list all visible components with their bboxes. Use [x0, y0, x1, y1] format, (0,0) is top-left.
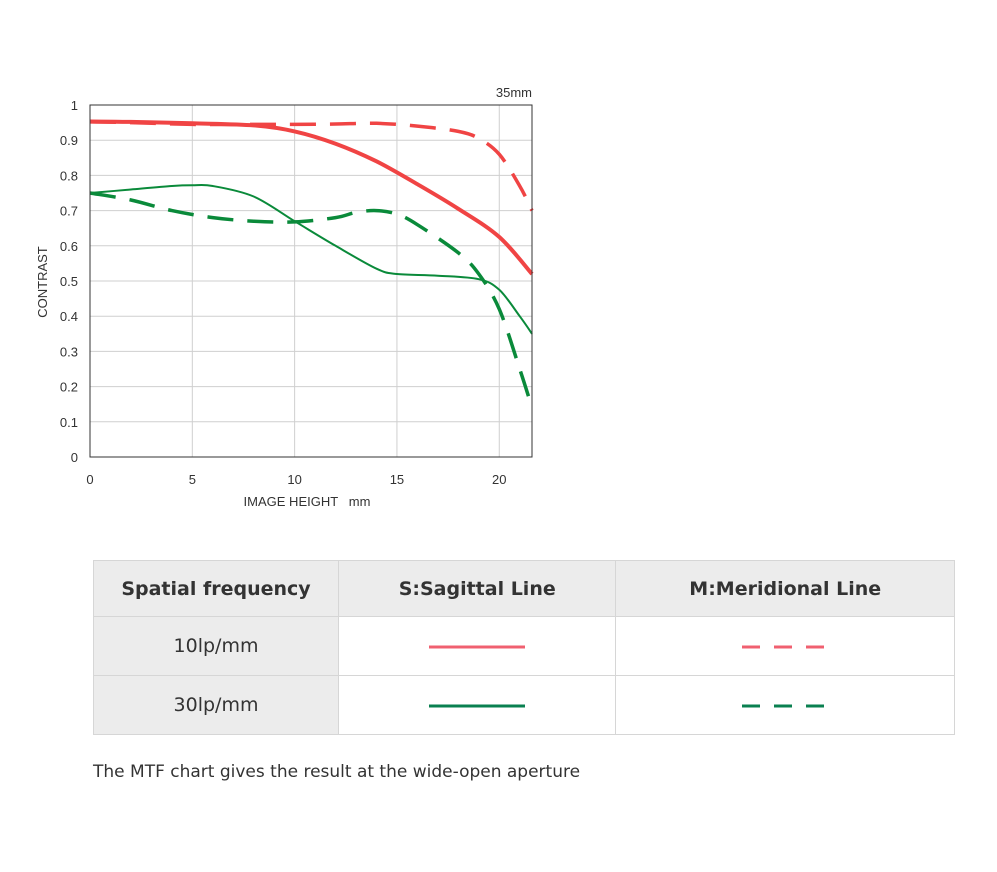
x-tick-label: 20: [492, 472, 506, 487]
series-line-4: [89, 191, 534, 409]
x-tick-label: 5: [189, 472, 196, 487]
chart-caption: The MTF chart gives the result at the wi…: [93, 762, 581, 782]
sample-sagittal-10lp: [337, 616, 617, 676]
y-tick-label: 0.9: [60, 133, 78, 148]
y-tick-label: 0.5: [60, 274, 78, 289]
row-label-30lp: 30lp/mm: [93, 675, 339, 735]
chart-title: 35mm: [496, 85, 532, 100]
sample-meridional-10lp: [615, 616, 955, 676]
sample-sagittal-30lp: [337, 675, 617, 735]
x-axis-label: IMAGE HEIGHT mm: [244, 494, 371, 509]
y-tick-label: 0.7: [60, 204, 78, 219]
row-label-10lp: 10lp/mm: [93, 616, 339, 676]
y-tick-label: 0.6: [60, 239, 78, 254]
mtf-chart: 0 0.1 0.2 0.3 0.4 0.5 0.6 0.7 0.8 0.9 1 0 5 10 15 20 3…: [35, 85, 534, 509]
x-tick-label: 15: [390, 472, 404, 487]
legend-row-30lp: 30lp/mm: [93, 675, 955, 735]
legend-table: Spatial frequency S:Sagittal Line M:Meri…: [93, 560, 955, 735]
y-tick-label: 0.1: [60, 415, 78, 430]
y-tick-label: 0: [71, 450, 78, 465]
y-tick-label: 0.3: [60, 344, 78, 359]
header-sagittal: S:Sagittal Line: [337, 560, 617, 617]
chart-grid: [89, 104, 532, 458]
series-line-1: [89, 119, 534, 276]
y-axis-label: CONTRAST: [35, 246, 50, 318]
y-tick-label: 0.2: [60, 380, 78, 395]
plot-frame: [89, 104, 533, 458]
x-tick-label: 10: [287, 472, 301, 487]
series-line-2: [89, 120, 534, 212]
header-meridional: M:Meridional Line: [615, 560, 955, 617]
y-tick-label: 0.8: [60, 168, 78, 183]
y-tick-labels: 0 0.1 0.2 0.3 0.4 0.5 0.6 0.7 0.8 0.9 1: [60, 98, 78, 465]
header-spatial-frequency: Spatial frequency: [93, 560, 339, 617]
x-tick-label: 0: [86, 472, 93, 487]
x-tick-labels: 0 5 10 15 20: [86, 472, 506, 487]
legend-header-row: Spatial frequency S:Sagittal Line M:Meri…: [93, 560, 955, 617]
sample-meridional-30lp: [615, 675, 955, 735]
series-line-3: [89, 183, 533, 335]
legend-row-10lp: 10lp/mm: [93, 616, 955, 676]
y-tick-label: 0.4: [60, 309, 78, 324]
chart-series: [89, 119, 534, 409]
y-tick-label: 1: [71, 98, 78, 113]
